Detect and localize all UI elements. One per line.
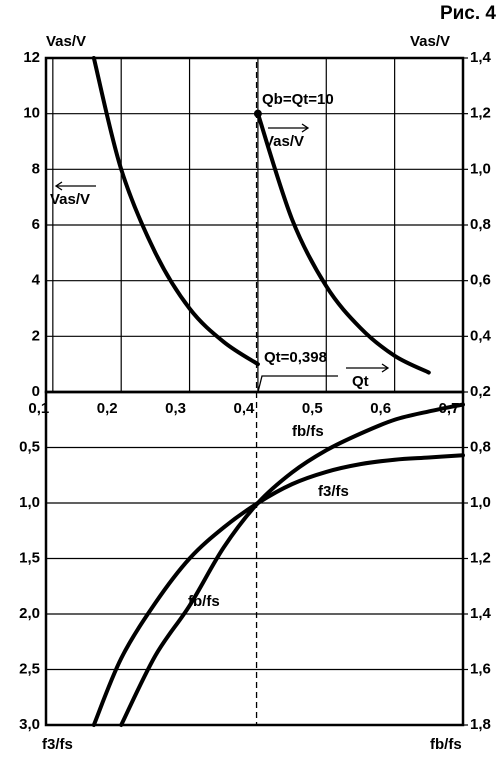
annotation: Qt	[352, 373, 369, 390]
curve	[91, 453, 465, 727]
curve	[119, 402, 465, 727]
y-axis-label: f3/fs	[42, 736, 73, 753]
series-label: Vas/V	[50, 191, 90, 208]
y2-tick-label: 1,0	[470, 494, 491, 511]
x-tick-label: 0,5	[302, 400, 323, 417]
y2-tick-label: 1,2	[470, 549, 491, 566]
plot-frame	[44, 390, 465, 727]
y2-tick-label: 1,2	[470, 105, 491, 122]
y-tick-label: 1,0	[19, 494, 40, 511]
y-tick-label: 2,0	[19, 605, 40, 622]
x-tick-label: 0,4	[233, 400, 255, 417]
y2-axis-label: fb/fs	[430, 736, 462, 753]
y2-tick-label: 1,4	[470, 605, 492, 622]
y-axis-label: Vas/V	[46, 33, 86, 50]
x-tick-label: 0,3	[165, 400, 186, 417]
annotation-arrows	[54, 123, 390, 393]
y2-axis-label: Vas/V	[410, 33, 450, 50]
y2-tick-label: 1,8	[470, 716, 491, 733]
y2-tick-label: 0,8	[470, 438, 491, 455]
y-tick-label: 0,5	[19, 438, 40, 455]
chart-title: Рис. 4	[440, 3, 496, 24]
y-tick-label: 10	[23, 105, 40, 122]
y-tick-label: 3,0	[19, 716, 40, 733]
x-tick-label: 0,6	[370, 400, 391, 417]
y-tick-label: 4	[32, 272, 41, 289]
y-tick-label: 2	[32, 327, 40, 344]
annotation: Qb=Qt=10	[262, 91, 334, 108]
start-marker	[253, 109, 262, 118]
y2-tick-label: 0,2	[470, 383, 491, 400]
x-tick-label: 0,1	[28, 400, 49, 417]
y2-tick-label: 0,4	[470, 327, 492, 344]
y-tick-label: 12	[23, 49, 40, 66]
y2-tick-label: 1,0	[470, 160, 491, 177]
x-tick-label: 0,2	[97, 400, 118, 417]
y2-tick-label: 0,6	[470, 272, 491, 289]
y2-tick-label: 1,6	[470, 660, 491, 677]
y-tick-label: 2,5	[19, 660, 40, 677]
series-label: fb/fs	[292, 423, 324, 440]
y2-tick-label: 0,8	[470, 216, 491, 233]
threshold-label: Qt=0,398	[264, 349, 327, 366]
series-label: Vas/V	[264, 133, 304, 150]
curve	[255, 111, 431, 375]
y-tick-label: 8	[32, 160, 40, 177]
series-label: f3/fs	[318, 483, 349, 500]
y-tick-label: 1,5	[19, 549, 40, 566]
y-tick-label: 6	[32, 216, 40, 233]
y2-tick-label: 1,4	[470, 49, 492, 66]
curve	[91, 56, 260, 367]
y-tick-label: 0	[32, 383, 40, 400]
series-label: fb/fs	[188, 593, 220, 610]
